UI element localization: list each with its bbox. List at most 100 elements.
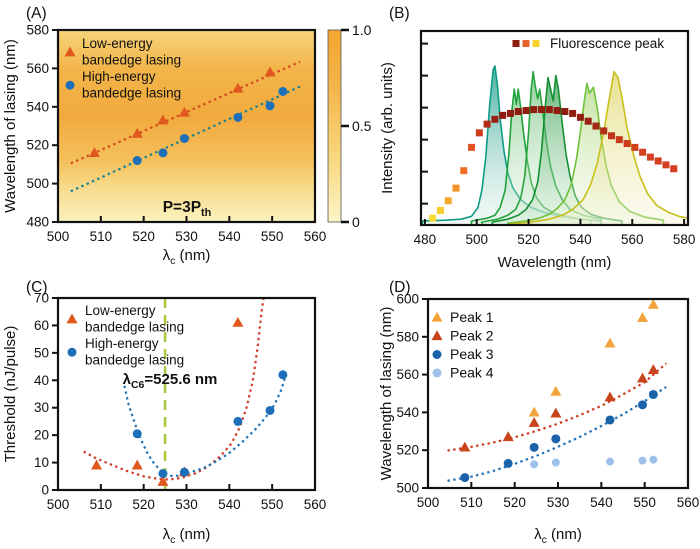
peak1-points-marker (528, 406, 540, 417)
y-tick-label: 580 (396, 329, 419, 344)
high-energy-trend-series (70, 85, 301, 193)
legend: Peak 1 Peak 2 Peak 3 Peak 4 (431, 309, 494, 381)
high-energy-points-marker (158, 469, 168, 479)
y-tick-label: 20 (34, 428, 49, 443)
high-energy-points-marker (132, 429, 142, 439)
x-tick-label: 560 (304, 229, 327, 244)
low-energy-points-marker (88, 147, 100, 158)
legend-swatch (532, 40, 540, 47)
peak3-points-marker (503, 458, 513, 468)
fluorescence-peak-points-marker (569, 109, 577, 117)
legend-circle-marker (432, 368, 442, 378)
low-energy-points-series (88, 66, 276, 158)
y-axis-ticks: 500 520 540 560 580 600 (396, 292, 428, 496)
low-energy-trend (70, 60, 301, 165)
y-tick-label: 600 (396, 292, 419, 307)
legend-label: Peak 1 (450, 309, 494, 325)
y-axis-ticks (421, 42, 428, 205)
panel-a-chart: 500 510 520 530 540 550 560480500520540560580λ… (2, 5, 372, 267)
low-energy-points-marker (264, 66, 276, 77)
fluorescence-peak-points-marker (654, 157, 662, 165)
x-axis-ticks: 500 510 520 530 540 550 560 (47, 216, 327, 244)
y-tick-label: 480 (26, 215, 49, 230)
peak4-points-marker (638, 456, 647, 465)
fluorescence-peak-points-marker (608, 132, 616, 140)
peak1-points-marker (604, 337, 616, 348)
legend-circle-marker (432, 350, 442, 359)
peak4-points-marker (530, 460, 539, 469)
plot-frame (419, 29, 690, 227)
peak3-points-series (460, 389, 658, 483)
high-energy-points-series (132, 370, 288, 479)
high-energy-points-marker (278, 86, 288, 96)
y-tick-label: 10 (34, 455, 49, 470)
x-tick-label: 520 (503, 495, 526, 510)
legend-triangle-marker (431, 330, 443, 341)
high-energy-points-series (132, 86, 288, 166)
legend-label: High-energy (85, 336, 159, 351)
fluorescence-peak-points-marker (600, 127, 608, 135)
panel-d-chart: 500 510 520 530 540 550 560 500 520 540 560 580 600 λ… (378, 279, 700, 546)
fluorescence-peak-points-marker (436, 206, 444, 214)
colorbar: 1.0 0.5 0 (327, 22, 372, 230)
y-tick-label: 580 (26, 23, 49, 38)
peak3-points-marker (529, 442, 539, 452)
panel-label: (C) (26, 279, 48, 296)
y-axis-label: Intensity (arb. units) (379, 62, 396, 194)
low-energy-points-marker (91, 459, 103, 470)
high-energy-points-marker (233, 112, 243, 122)
peak3-fit (447, 385, 667, 482)
legend-label: bandedge lasing (85, 353, 184, 368)
peak4-points-marker (649, 455, 658, 464)
panel-c-chart: 500 510 520 530 540 550 560 0 10 20 30 40 50 60 70 λc (… (2, 279, 326, 546)
peak1-points-marker (550, 385, 562, 396)
x-tick-label: 500 (47, 229, 70, 244)
y-tick-label: 540 (396, 405, 419, 420)
fluorescence-peak-points-marker (545, 106, 553, 114)
x-tick-label: 500 (47, 497, 70, 512)
fluorescence-peak-points-marker (646, 153, 654, 161)
x-tick-label: 520 (132, 229, 155, 244)
x-tick-label: 550 (261, 229, 284, 244)
peak2-points-marker (637, 372, 648, 383)
fluorescence-peak-points-marker (429, 214, 437, 222)
peak3-points-marker (605, 415, 615, 425)
x-tick-label: 540 (218, 497, 241, 512)
fluorescence-peak-points-marker (639, 148, 647, 156)
x-axis-ticks: 500 510 520 530 540 550 560 (417, 482, 700, 510)
low-energy-points-marker (131, 127, 143, 138)
y-tick-label: 500 (396, 481, 419, 496)
x-axis-label: Wavelength (nm) (498, 254, 612, 271)
fluorescence-peak-points-marker (483, 120, 491, 128)
fluorescence-peak-points-marker (514, 108, 522, 116)
legend-swatch (522, 40, 530, 47)
x-tick-label: 560 (677, 495, 700, 510)
fluorescence-peak-points-marker (615, 136, 623, 144)
legend-circle-marker (67, 347, 77, 357)
fluorescence-peak-points-marker (522, 107, 530, 115)
high-energy-fit (123, 374, 287, 478)
low-energy-points-marker (131, 459, 143, 470)
y-tick-label: 560 (26, 61, 49, 76)
legend-swatch (512, 40, 520, 47)
legend-label: Low-energy (82, 36, 153, 51)
x-axis-label: λc (nm) (163, 247, 211, 267)
peak2-points-series (459, 364, 659, 452)
legend-label: Low-energy (85, 303, 156, 318)
fluorescence-peak-points-marker (592, 122, 600, 130)
fluorescence-peak-points-marker (538, 106, 546, 114)
peak4-points-marker (551, 458, 560, 467)
y-tick-label: 0 (41, 483, 49, 498)
peak2-points-marker (459, 441, 471, 452)
peak3-points-marker (638, 400, 647, 410)
fluorescence-peak-points-marker (491, 115, 499, 123)
fluorescence-peak-points-marker (584, 117, 592, 125)
annotation-text: λC6=525.6 nm (123, 371, 218, 391)
x-axis-ticks: 500 510 520 530 540 550 560 (47, 484, 326, 512)
low-energy-points-marker (232, 316, 244, 327)
high-energy-points-marker (158, 148, 168, 158)
peak3-points-marker (551, 434, 561, 444)
colorbar-tick-label: 0 (352, 214, 360, 230)
fluorescence-peak-points-marker (475, 129, 483, 137)
